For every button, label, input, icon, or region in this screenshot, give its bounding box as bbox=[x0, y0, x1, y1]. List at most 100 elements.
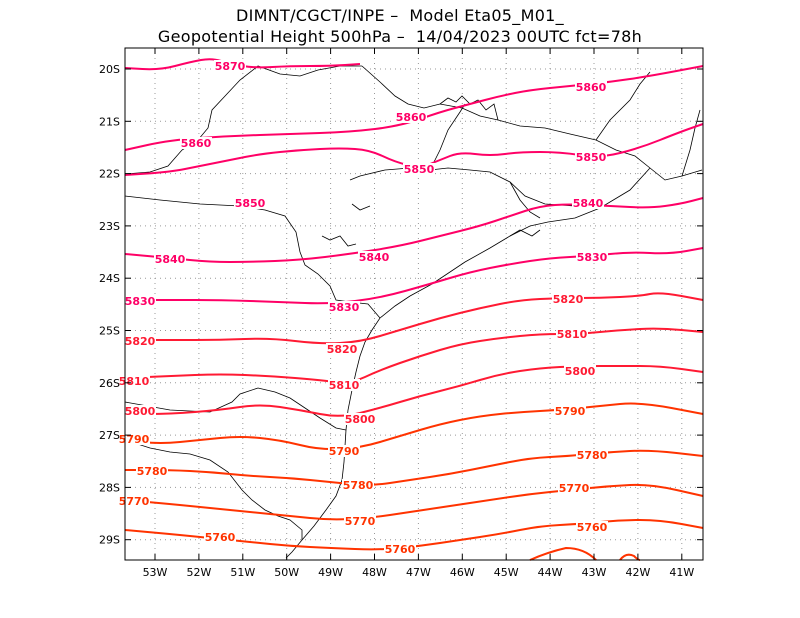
lat-label: 28S bbox=[99, 481, 120, 494]
contour-label-bg bbox=[124, 335, 156, 347]
graticule bbox=[125, 48, 703, 560]
lon-label: 47W bbox=[406, 566, 431, 579]
lat-label: 24S bbox=[99, 272, 120, 285]
contour-label-bg bbox=[118, 433, 150, 445]
contour-label-5850: 5850 bbox=[404, 163, 435, 176]
contour-5800 bbox=[124, 365, 704, 417]
contour-label-bg bbox=[344, 413, 376, 425]
axis-ticks bbox=[125, 48, 703, 560]
lake-4 bbox=[509, 229, 541, 237]
contour-label-5870: 5870 bbox=[215, 60, 246, 73]
contour-label-5780: 5780 bbox=[577, 449, 608, 462]
lat-label: 21S bbox=[99, 115, 120, 128]
contour-label-bg bbox=[552, 293, 584, 305]
contour-label-bg bbox=[118, 495, 150, 507]
lat-label: 20S bbox=[99, 63, 120, 76]
longitude-labels: 53W 52W 51W 50W 49W 48W 47W 46W 45W 44W 43W 42W 41W bbox=[143, 566, 695, 579]
contour-label-5830: 5830 bbox=[329, 301, 360, 314]
contour-label-5810: 5810 bbox=[329, 379, 360, 392]
border-line-8 bbox=[595, 71, 651, 141]
contour-label-5820: 5820 bbox=[327, 343, 358, 356]
contour-label-bg bbox=[403, 163, 435, 175]
border-line-5 bbox=[349, 167, 576, 207]
contour-label-bg bbox=[234, 197, 266, 209]
border-line-3 bbox=[124, 387, 347, 431]
contour-label-5780: 5780 bbox=[137, 465, 168, 478]
contour-5810 bbox=[124, 327, 704, 384]
border-line-1 bbox=[124, 65, 362, 175]
contour-label-bg bbox=[344, 515, 376, 527]
contour-label-5800: 5800 bbox=[125, 405, 156, 418]
contour-label-5790: 5790 bbox=[119, 433, 150, 446]
border-line-4 bbox=[124, 439, 303, 540]
contour-5780 bbox=[125, 449, 704, 486]
border-line-6 bbox=[429, 103, 466, 171]
map-frame bbox=[124, 47, 704, 561]
lake-2 bbox=[321, 235, 357, 247]
border-line-7 bbox=[509, 181, 541, 219]
contour-label-bg bbox=[154, 253, 186, 265]
lat-label: 27S bbox=[99, 429, 120, 442]
lake-3 bbox=[351, 203, 371, 211]
contour-label-5820: 5820 bbox=[553, 293, 584, 306]
contour-label-bg bbox=[575, 81, 607, 93]
contour-label-bg bbox=[124, 405, 156, 417]
contour-label-bg bbox=[572, 197, 604, 209]
lon-label: 46W bbox=[450, 566, 475, 579]
lon-label: 43W bbox=[582, 566, 607, 579]
latitude-labels: 20S 21S 22S 23S 24S 25S 26S 27S 28S 29S bbox=[99, 63, 120, 547]
contour-label-bg bbox=[328, 301, 360, 313]
contour-label-bg bbox=[576, 251, 608, 263]
contour-5820 bbox=[125, 292, 704, 345]
contour-label-bg bbox=[384, 543, 416, 555]
contour-label-bg bbox=[328, 445, 360, 457]
contour-label-5860: 5860 bbox=[181, 137, 212, 150]
contour-label-bg bbox=[204, 531, 236, 543]
contour-label-bg bbox=[180, 137, 212, 149]
contour-label-5820: 5820 bbox=[125, 335, 156, 348]
contour-label-5760: 5760 bbox=[577, 521, 608, 534]
contour-label-5810: 5810 bbox=[557, 328, 588, 341]
contour-label-bg bbox=[358, 251, 390, 263]
contour-label-bg bbox=[558, 482, 590, 494]
contour-label-5840: 5840 bbox=[359, 251, 390, 264]
contour-label-bg bbox=[328, 379, 360, 391]
contour-label-bg bbox=[118, 375, 150, 387]
contour-label-5770: 5770 bbox=[345, 515, 376, 528]
lon-label: 52W bbox=[186, 566, 211, 579]
contour-5840 bbox=[124, 197, 704, 264]
border-line-9 bbox=[681, 109, 701, 177]
contour-label-5810: 5810 bbox=[119, 375, 150, 388]
contour-label-5860: 5860 bbox=[396, 111, 427, 124]
contour-label-bg bbox=[564, 365, 596, 377]
lat-label: 25S bbox=[99, 325, 120, 338]
contour-label-bg bbox=[575, 151, 607, 163]
contour-closed-low-2 bbox=[619, 553, 641, 561]
contour-label-5800: 5800 bbox=[345, 413, 376, 426]
contour-closed-low bbox=[529, 546, 597, 561]
contour-label-5860: 5860 bbox=[576, 81, 607, 94]
contour-label-bg bbox=[576, 449, 608, 461]
lon-label: 50W bbox=[274, 566, 299, 579]
contour-label-bg bbox=[136, 465, 168, 477]
atlantic-coastline bbox=[285, 65, 703, 559]
lon-label: 42W bbox=[625, 566, 650, 579]
height-contours bbox=[124, 58, 704, 561]
lat-label: 26S bbox=[99, 377, 120, 390]
contour-label-5830: 5830 bbox=[577, 251, 608, 264]
contour-label-bg bbox=[556, 328, 588, 340]
coastline-and-borders bbox=[124, 65, 703, 559]
contour-5770 bbox=[124, 483, 704, 521]
lon-label: 53W bbox=[143, 566, 168, 579]
contour-label-5800: 5800 bbox=[565, 365, 596, 378]
contour-label-bg bbox=[554, 405, 586, 417]
lat-label: 29S bbox=[99, 534, 120, 547]
lon-label: 49W bbox=[318, 566, 343, 579]
contour-label-5830: 5830 bbox=[125, 295, 156, 308]
contour-label-5850: 5850 bbox=[576, 151, 607, 164]
contour-label-5840: 5840 bbox=[573, 197, 604, 210]
contour-label-bg bbox=[214, 60, 246, 72]
contour-label-5770: 5770 bbox=[119, 495, 150, 508]
contour-label-5840: 5840 bbox=[155, 253, 186, 266]
contour-labels: 5870 5860 5860 5860 5850 5850 5850 5840 5840 5840… bbox=[118, 60, 608, 556]
